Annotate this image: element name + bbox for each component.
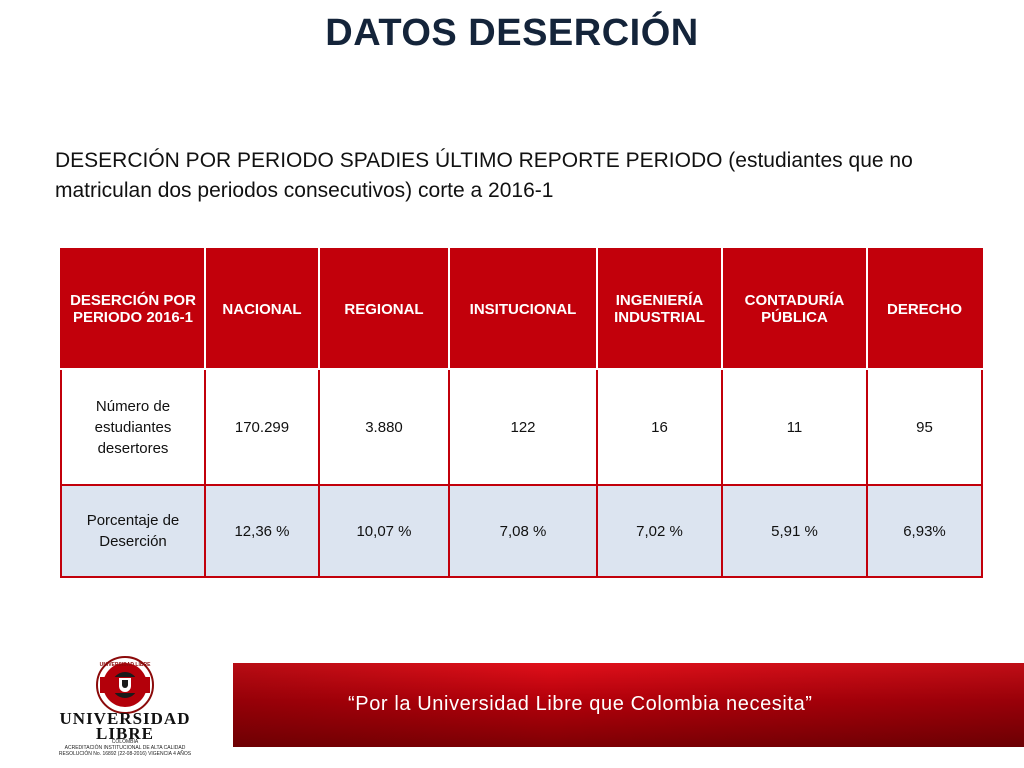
header-institucional: INSITUCIONAL: [448, 248, 598, 370]
accreditation-text: COLOMBIA ACREDITACIÓN INSTITUCIONAL DE A…: [50, 739, 200, 757]
table-header-row: DESERCIÓN POR PERIODO 2016-1 NACIONAL RE…: [60, 248, 983, 370]
accreditation-line2: RESOLUCIÓN No. 16892 (22-08-2016) VIGENC…: [58, 751, 192, 757]
table-cell: 7,02 %: [596, 484, 723, 578]
table-cell: 12,36 %: [204, 484, 320, 578]
banner-shade: [233, 663, 1024, 747]
logo-country: COLOMBIA: [111, 739, 139, 745]
header-period: DESERCIÓN POR PERIODO 2016-1: [60, 248, 206, 370]
accreditation-line1: ACREDITACIÓN INSTITUCIONAL DE ALTA CALID…: [64, 745, 186, 751]
university-seal-icon: UNIVERSIDAD LIBRE: [96, 656, 154, 714]
header-ingenieria-industrial: INGENIERÍA INDUSTRIAL: [596, 248, 723, 370]
table-cell: 16: [596, 368, 723, 486]
table-cell: 170.299: [204, 368, 320, 486]
header-derecho: DERECHO: [866, 248, 983, 370]
table-cell: 5,91 %: [721, 484, 868, 578]
university-logo: UNIVERSIDAD LIBRE UNIVERSIDAD LIBRE COLO…: [50, 655, 210, 757]
slide-subtitle: DESERCIÓN POR PERIODO SPADIES ÚLTIMO REP…: [55, 149, 913, 202]
slogan-text: “Por la Universidad Libre que Colombia n…: [348, 693, 813, 715]
table-cell: 11: [721, 368, 868, 486]
header-nacional: NACIONAL: [204, 248, 320, 370]
table-row: Número de estudiantes desertores 170.299…: [60, 368, 983, 486]
slide-title: DATOS DESERCIÓN: [325, 12, 699, 54]
table-cell: 6,93%: [866, 484, 983, 578]
desertion-table: DESERCIÓN POR PERIODO 2016-1 NACIONAL RE…: [60, 248, 983, 578]
slogan-banner: “Por la Universidad Libre que Colombia n…: [233, 663, 1024, 747]
seal-text: UNIVERSIDAD LIBRE: [100, 662, 152, 668]
table-row: Porcentaje de Deserción 12,36 % 10,07 % …: [60, 484, 983, 578]
table-cell: 3.880: [318, 368, 450, 486]
header-regional: REGIONAL: [318, 248, 450, 370]
header-contaduria-publica: CONTADURÍA PÚBLICA: [721, 248, 868, 370]
table-cell: 7,08 %: [448, 484, 598, 578]
table-cell: 95: [866, 368, 983, 486]
university-name: UNIVERSIDAD LIBRE: [50, 709, 200, 743]
row-label: Porcentaje de Deserción: [60, 484, 206, 578]
university-name-line2: LIBRE: [96, 724, 154, 743]
university-name-line1: UNIVERSIDAD: [59, 709, 191, 728]
table-cell: 122: [448, 368, 598, 486]
row-label: Número de estudiantes desertores: [60, 368, 206, 486]
table-cell: 10,07 %: [318, 484, 450, 578]
